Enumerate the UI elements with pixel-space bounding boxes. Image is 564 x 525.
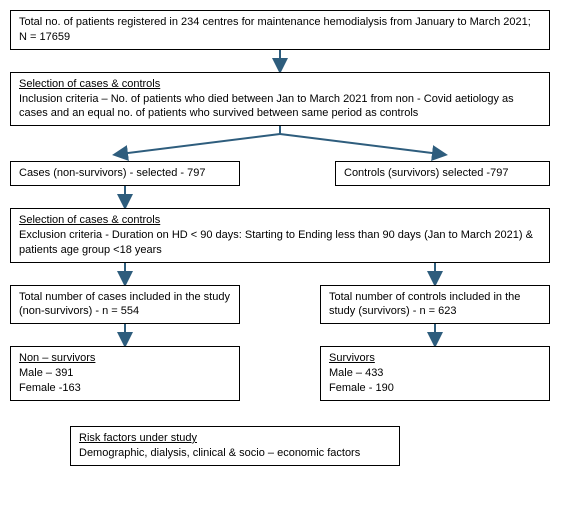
arrow-down-icon [10, 186, 550, 208]
box-survivors: Survivors Male – 433 Female - 190 [320, 346, 550, 401]
body: Demographic, dialysis, clinical & socio … [79, 447, 360, 459]
title: Risk factors under study [79, 432, 197, 444]
body: Inclusion criteria – No. of patients who… [19, 93, 514, 120]
body: Exclusion criteria - Duration on HD < 90… [19, 229, 533, 256]
box-total-cases: Total number of cases included in the st… [10, 285, 240, 325]
box-nonsurvivors: Non – survivors Male – 391 Female -163 [10, 346, 240, 401]
box-selection-exclusion: Selection of cases & controls Exclusion … [10, 208, 550, 263]
text: Total no. of patients registered in 234 … [19, 16, 531, 28]
box-total-patients: Total no. of patients registered in 234 … [10, 10, 550, 50]
text: Controls (survivors) selected -797 [344, 167, 508, 179]
arrow-split-icon [10, 126, 550, 161]
box-controls-selected: Controls (survivors) selected -797 [335, 161, 550, 186]
text: N = 17659 [19, 31, 70, 43]
box-risk-factors: Risk factors under study Demographic, di… [70, 426, 400, 466]
arrow-down-icon [10, 50, 550, 72]
arrow-down-pair-icon [10, 263, 550, 285]
female: Female -163 [19, 382, 81, 394]
text: Total number of controls included in the… [329, 291, 520, 318]
title: Selection of cases & controls [19, 214, 160, 226]
female: Female - 190 [329, 382, 394, 394]
title: Selection of cases & controls [19, 78, 160, 90]
box-total-controls: Total number of controls included in the… [320, 285, 550, 325]
text: Cases (non-survivors) - selected - 797 [19, 167, 205, 179]
title: Non – survivors [19, 352, 95, 364]
arrow-down-pair-icon [10, 324, 550, 346]
box-selection-inclusion: Selection of cases & controls Inclusion … [10, 72, 550, 127]
title: Survivors [329, 352, 375, 364]
text: Total number of cases included in the st… [19, 291, 230, 318]
male: Male – 433 [329, 367, 383, 379]
male: Male – 391 [19, 367, 73, 379]
box-cases-selected: Cases (non-survivors) - selected - 797 [10, 161, 240, 186]
